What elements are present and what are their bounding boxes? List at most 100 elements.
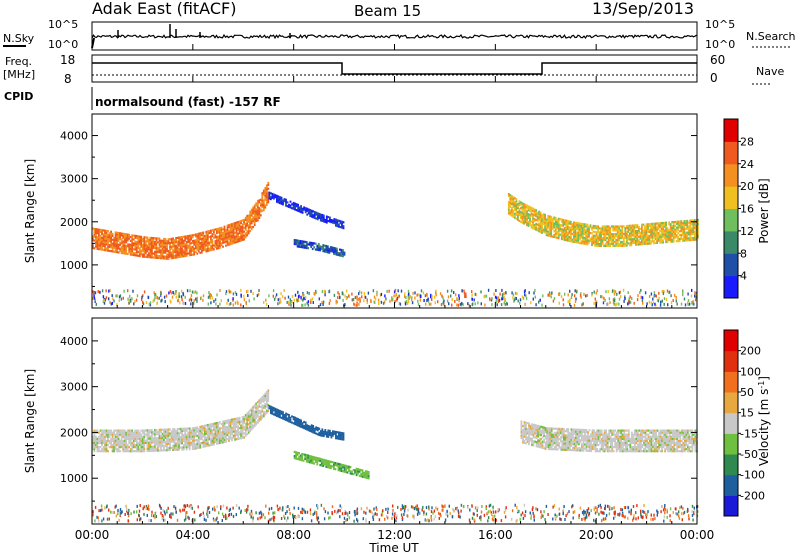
speckle-cell [152,299,154,303]
heat-cell [110,232,112,235]
heat-cell [512,215,515,218]
heat-cell [625,226,628,230]
heat-cell [154,256,156,259]
heat-cell [613,229,616,232]
heat-cell [618,237,621,240]
heat-cell [98,234,100,237]
heat-cell [226,232,229,235]
heat-cell [621,231,624,234]
heat-cell [357,472,359,475]
heat-cell [176,428,179,431]
heat-cell [325,250,328,253]
heat-cell [226,238,229,241]
heat-cell [170,438,173,441]
heat-cell [138,437,141,440]
heat-cell [246,422,249,425]
heat-cell [184,429,187,432]
speckle-cell [103,301,106,305]
speckle-cell [190,294,193,297]
heat-cell [341,224,343,227]
speckle-cell [593,290,595,294]
heat-cell [107,429,109,432]
heat-cell [176,438,179,441]
heat-cell [317,245,320,248]
heat-cell [565,229,568,232]
heat-cell [149,252,152,255]
heat-cell [569,226,572,229]
heat-cell [134,435,137,438]
heat-cell [178,446,180,449]
heat-cell [568,235,571,239]
speckle-cell [435,293,437,297]
heat-cell [188,252,191,255]
heat-cell [208,429,211,433]
heat-cell [169,255,171,258]
heat-cell [630,224,633,227]
heat-cell [595,236,598,240]
heat-cell [238,239,241,243]
heat-cell [249,226,252,229]
heat-cell [125,235,128,238]
heat-cell [234,235,236,238]
heat-cell [225,238,227,241]
heat-cell [597,239,599,242]
heat-cell [323,244,326,247]
heat-cell [577,222,580,225]
speckle-cell [612,298,615,302]
heat-cell [543,441,545,444]
heat-cell [303,208,305,211]
heat-cell [190,253,193,256]
heat-cell [292,418,295,421]
heat-cell [128,439,131,442]
heat-cell [621,233,624,236]
heat-cell [107,435,109,438]
heat-cell [259,208,262,211]
heat-cell [337,253,340,257]
heat-cell [184,247,187,250]
heat-cell [193,441,196,444]
heat-cell [633,228,636,231]
heat-cell [181,241,183,244]
speckle-cell [234,291,237,294]
heat-cell [329,220,331,223]
heat-cell [181,243,183,246]
heat-cell [541,229,543,232]
speckle-cell [123,289,125,293]
heat-cell [339,226,342,229]
heat-cell [148,238,150,241]
heat-cell [582,232,584,235]
speckle-cell [363,299,365,303]
speckle-cell [694,298,697,302]
heat-cell [111,232,114,235]
heat-cell [250,411,253,414]
heat-cell [259,416,262,419]
heat-cell [545,232,548,235]
heat-cell [529,219,531,222]
heat-cell [308,241,311,244]
speckle-cell [484,303,486,307]
speckle-cell [525,294,527,298]
heat-cell [163,237,165,241]
heat-cell [583,236,586,239]
heat-cell [628,242,631,245]
heat-cell [336,464,338,467]
near-range-speckle [92,288,698,307]
heat-cell [128,251,131,254]
heat-cell [205,442,208,446]
speckle-cell [228,302,231,306]
speckle-cell [594,297,596,301]
heat-cell [642,223,645,226]
heat-cell [223,233,226,236]
heat-cell [557,233,560,236]
heat-cell [314,458,317,461]
heat-cell [211,238,214,242]
heat-cell [553,235,556,239]
heat-cell [603,244,605,247]
heat-cell [335,224,337,227]
heat-cell [671,221,674,224]
heat-cell [113,433,115,436]
heat-cell [166,442,168,446]
speckle-cell [453,291,455,294]
heat-cell [586,225,589,228]
heat-cell [255,408,258,411]
